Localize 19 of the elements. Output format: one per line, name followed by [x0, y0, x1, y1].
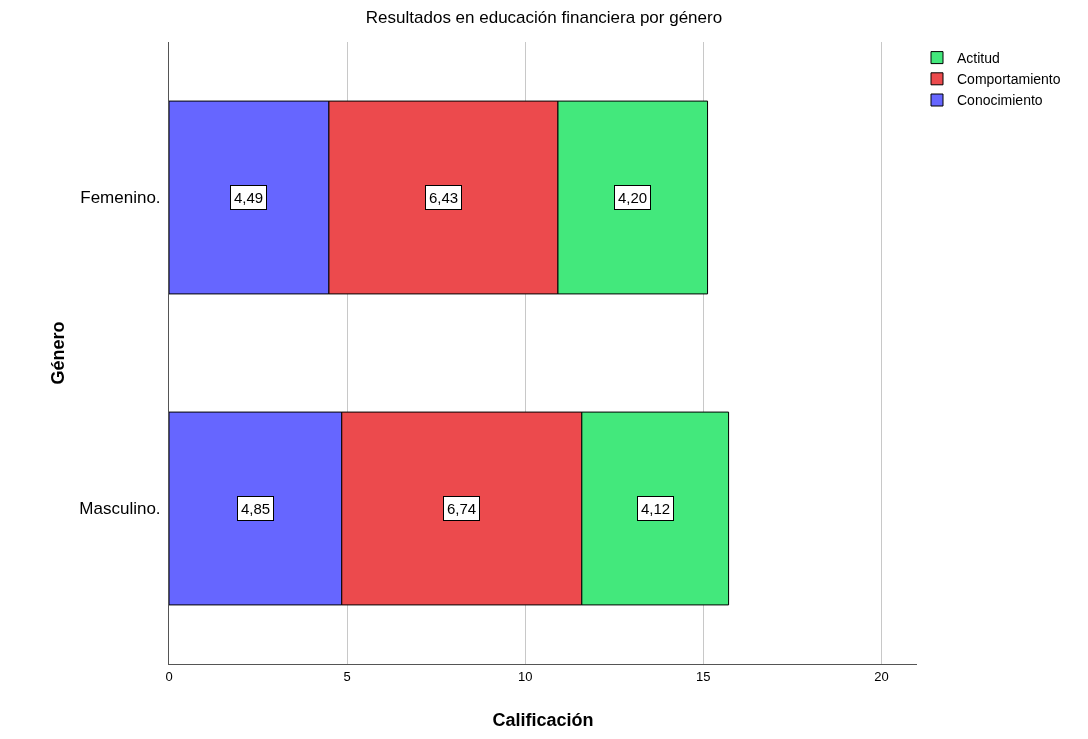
y-tick-label: Masculino.: [79, 499, 161, 519]
legend-label: Conocimiento: [957, 92, 1043, 109]
data-label: 4,12: [641, 500, 671, 517]
x-tick-label: 5: [343, 668, 351, 684]
y-axis-title: Género: [47, 321, 68, 385]
data-label: 6,43: [429, 189, 459, 206]
x-axis-title: Calificación: [492, 709, 594, 730]
data-label: 4,49: [234, 189, 264, 206]
x-tick-label: 0: [165, 668, 173, 684]
data-label: 4,85: [241, 500, 271, 517]
x-tick-label: 20: [874, 668, 889, 684]
x-tick-label: 10: [517, 668, 533, 684]
chart-title: Resultados en educación financiera por género: [365, 7, 723, 27]
legend-label: Comportamiento: [957, 71, 1061, 88]
data-label: 4,20: [618, 189, 648, 206]
y-tick-label: Femenino.: [80, 188, 161, 208]
x-tick-label: 15: [696, 668, 711, 684]
data-label: 6,74: [447, 500, 477, 517]
legend-label: Actitud: [957, 50, 1000, 67]
